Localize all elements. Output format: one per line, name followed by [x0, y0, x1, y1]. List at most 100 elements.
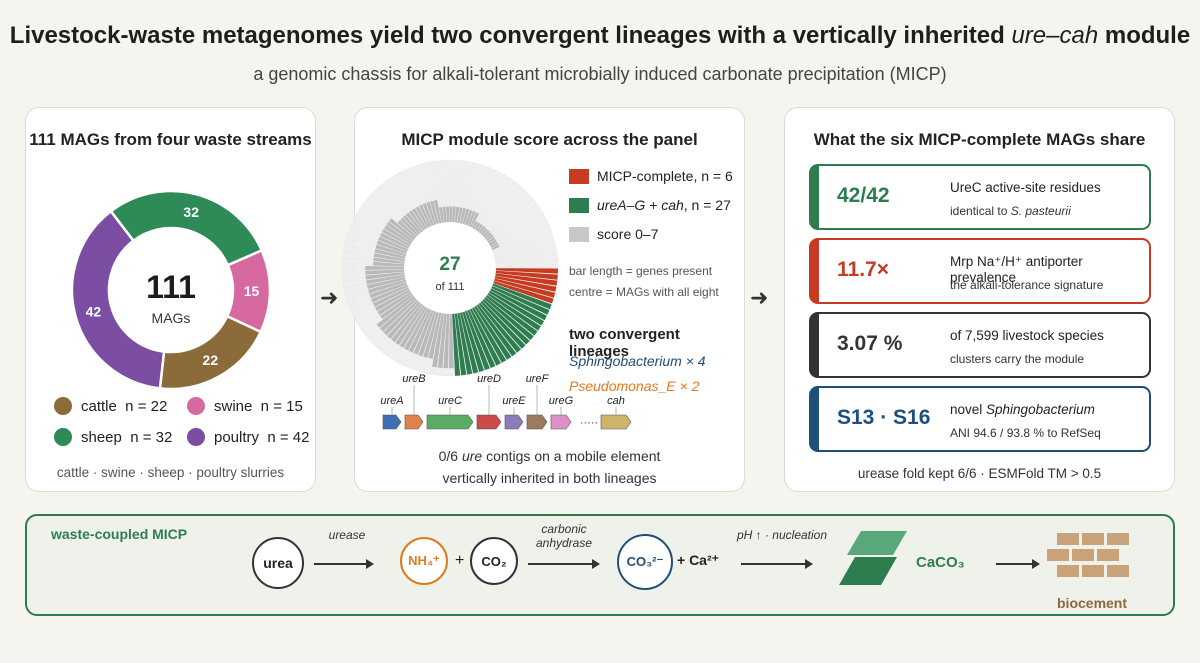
legend-ure-cah: ureA–G + cah, n = 27 — [569, 197, 731, 213]
radial-bar — [403, 214, 421, 235]
radial-bar — [459, 312, 479, 374]
radial-bar — [412, 208, 427, 230]
radial-bar — [480, 300, 526, 349]
radial-bar — [439, 207, 444, 223]
radial-bar — [365, 269, 405, 275]
radial-bar — [484, 232, 492, 239]
radial-bar — [365, 265, 405, 271]
radial-bar — [478, 302, 521, 353]
radial-bar — [472, 307, 507, 363]
radial-bar — [395, 305, 425, 346]
card-value: S13 · S16 — [837, 406, 931, 429]
radial-guide — [491, 222, 551, 251]
radial-bar — [469, 212, 479, 228]
radial-bar — [452, 206, 456, 223]
donut-chart: 32 15 22 42 111 MAGs — [70, 189, 272, 391]
legend-dot — [54, 428, 72, 446]
card-line2: clusters carry the module — [950, 352, 1085, 366]
radial-bar — [404, 307, 430, 351]
radial-bar — [482, 229, 490, 237]
radial-bar — [376, 240, 408, 254]
calcium-label: + Ca²⁺ — [677, 552, 720, 568]
card-value: 11.7× — [837, 258, 889, 281]
legend-dot — [187, 397, 205, 415]
gene-gap-dots: ····· — [580, 417, 598, 429]
radial-bar — [459, 207, 467, 224]
legend-swatch — [569, 226, 589, 242]
radial-guide — [495, 257, 559, 267]
card-mrp-antiporter: 11.7× Mrp Na⁺/H⁺ antiporter prevalence t… — [809, 238, 1151, 304]
gene-label: ureA — [380, 395, 403, 407]
radial-bar — [388, 218, 415, 240]
legend-item: sheep n = 32 — [54, 428, 172, 446]
radial-bar — [415, 206, 430, 229]
panel-footer: 0/6 ure contigs on a mobile element — [438, 448, 661, 464]
legend-swatch — [569, 197, 589, 213]
legend-label-italic: ureA–G + cah — [597, 197, 684, 213]
radial-bar — [476, 224, 483, 232]
micp-pathway: waste-coupled MICP urea urease NH₄⁺ + CO… — [25, 514, 1175, 616]
donut-center-label: MAGs — [152, 310, 191, 326]
radial-bar — [373, 261, 405, 267]
legend-swatch — [569, 168, 589, 184]
radial-bar — [423, 312, 439, 358]
page-subtitle: a genomic chassis for alkali-tolerant mi… — [253, 64, 947, 84]
radial-bar — [437, 313, 447, 368]
radial-bar — [476, 304, 517, 357]
radial-guide — [474, 176, 513, 231]
slice-value-label: 42 — [86, 303, 102, 319]
reaction-arrow-icon — [528, 559, 600, 569]
radial-bar — [400, 217, 419, 237]
radial-bar — [454, 313, 467, 376]
panel-mag-sources: 111 MAGs from four waste streams 32 15 22 4… — [25, 107, 316, 492]
radial-bar — [366, 277, 406, 289]
legend-complete: MICP-complete, n = 6 — [569, 168, 733, 184]
radial-bar — [482, 299, 530, 345]
legend-dot — [54, 397, 72, 415]
radial-bar — [373, 253, 405, 262]
radial-bar — [490, 241, 499, 248]
nucleation-label: pH ↑ · nucleation — [736, 528, 828, 542]
radial-bar — [452, 313, 461, 376]
radial-guide — [489, 211, 546, 247]
radial-bar — [426, 201, 437, 225]
radial-bar — [379, 232, 410, 249]
card-value: 3.07 % — [837, 332, 903, 355]
radial-bar — [387, 301, 421, 339]
brick-wall-icon — [1047, 533, 1129, 577]
donut-slice-sheep — [109, 189, 264, 267]
legend-label: cattle n = 22 — [81, 397, 168, 415]
carbonic-anhydrase-label: carbonic anhydrase — [535, 522, 593, 550]
card-line2: identical to S. pasteurii — [950, 204, 1071, 218]
panel-footer-2: vertically inherited in both lineages — [442, 470, 657, 486]
radial-guide — [490, 216, 548, 249]
gene-arrow-ureB — [404, 414, 424, 430]
legend-label: , n = 27 — [683, 197, 731, 213]
radial-bar — [371, 284, 408, 303]
radial-bar — [492, 283, 552, 310]
plus-sign: + — [455, 552, 465, 569]
gene-label: ureB — [402, 373, 425, 385]
radial-guide — [472, 173, 508, 230]
radial-bar — [464, 310, 490, 371]
radial-guide — [482, 192, 532, 238]
card-value: 42/42 — [837, 184, 890, 207]
radial-bar — [487, 236, 496, 244]
radial-bar — [373, 257, 405, 264]
gene-label: cah — [607, 395, 625, 407]
card-urec-residues: 42/42 UreC active-site residues identica… — [809, 164, 1151, 230]
urease-label: urease — [328, 528, 366, 542]
gene-arrow-ureD — [476, 414, 502, 430]
radial-bar — [495, 270, 558, 280]
radial-bar — [384, 225, 412, 245]
radial-bar — [365, 272, 405, 280]
radial-bar — [413, 310, 434, 355]
gene-label: ureC — [438, 395, 462, 407]
radial-bar — [375, 244, 407, 257]
slice-value-label: 15 — [244, 283, 260, 299]
legend-label: poultry n = 42 — [214, 428, 310, 446]
radial-bar — [405, 212, 423, 233]
radial-guide — [492, 227, 553, 254]
radial-guide — [480, 187, 527, 236]
card-line1: of 7,599 livestock species — [950, 328, 1104, 343]
